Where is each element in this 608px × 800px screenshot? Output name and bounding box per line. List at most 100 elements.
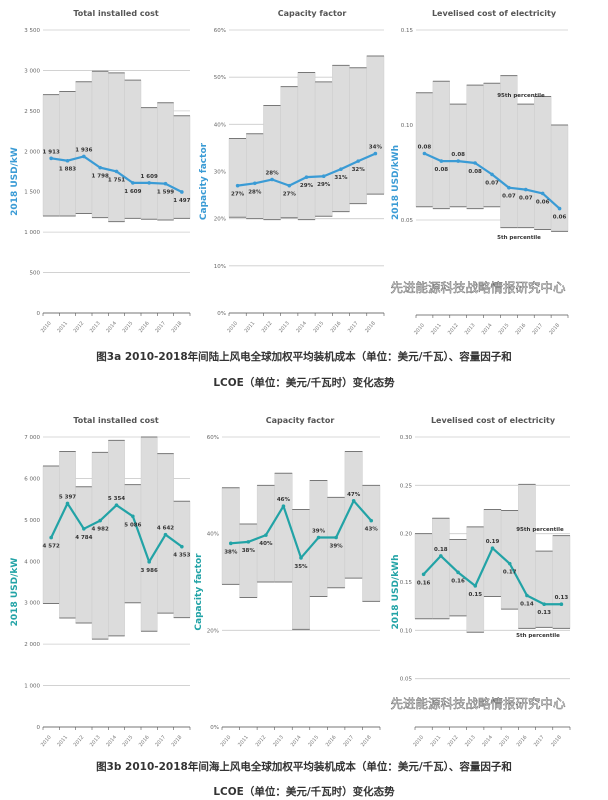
y-tick-label: 20%: [214, 217, 226, 223]
y-tick-label: 0.10: [401, 123, 414, 129]
y-tick-label: 2 000: [24, 642, 40, 648]
x-tick-label: 2013: [464, 322, 477, 336]
data-label: 0.07: [502, 194, 516, 200]
percentile-band: [534, 96, 552, 230]
x-tick-label: 2018: [548, 322, 561, 336]
chart-6: Levelised cost of electricity 0.05 0.10 0.1…: [391, 416, 571, 748]
x-tick-label: 2010: [412, 734, 425, 748]
data-point: [439, 554, 443, 558]
x-tick-label: 2010: [226, 320, 239, 334]
chart-title: Capacity factor: [278, 9, 347, 18]
percentile-band: [42, 465, 60, 604]
y-tick-label: 2 500: [24, 109, 40, 115]
y-tick-label: 60%: [214, 28, 226, 34]
percentile-band: [552, 535, 571, 629]
x-tick-label: 2014: [105, 734, 118, 748]
data-label: 35%: [294, 564, 308, 570]
data-point: [542, 602, 546, 607]
watermark-text: 先进能源科技战略情报研究中心: [390, 696, 566, 711]
data-label: 5 086: [124, 522, 141, 528]
percentile-band: [349, 67, 367, 204]
x-tick-label: 2011: [56, 734, 69, 748]
data-point: [439, 159, 444, 163]
percentile-band: [124, 79, 142, 219]
caption-3b-line1: 图3b 2010-2018年间海上风电全球加权平均装机成本（单位：美元/千瓦）、…: [96, 760, 512, 773]
data-label: 43%: [365, 527, 379, 533]
chart-title: Total installed cost: [73, 416, 158, 425]
data-point: [356, 159, 360, 163]
percentile-band: [140, 436, 158, 632]
data-label: 4 642: [157, 526, 174, 532]
x-tick-label: 2014: [295, 320, 308, 334]
percentile-band: [366, 55, 385, 195]
data-label: 28%: [265, 171, 279, 177]
data-label: 38%: [224, 549, 238, 555]
x-tick-label: 2016: [515, 322, 528, 336]
data-point: [270, 177, 274, 182]
chart-title: Levelised cost of electricity: [431, 416, 556, 425]
x-tick-label: 2016: [330, 320, 343, 334]
data-label: 0.16: [451, 578, 465, 584]
data-point: [507, 561, 512, 566]
percentile-band: [140, 107, 158, 220]
y-tick-label: 0%: [210, 725, 219, 731]
data-point: [235, 183, 240, 188]
x-tick-label: 2013: [89, 734, 102, 748]
y-tick-label: 3 000: [24, 68, 40, 74]
percentile-band: [157, 102, 174, 221]
data-label: 4 353: [173, 553, 190, 559]
percentile-band: [124, 484, 142, 603]
data-point: [98, 518, 102, 523]
data-label: 0.16: [417, 580, 431, 586]
data-label: 46%: [277, 497, 291, 503]
y-tick-label: 0.05: [400, 677, 413, 683]
data-label: 0.08: [468, 169, 482, 175]
data-label: 0.13: [537, 610, 551, 616]
caption-3b-line2: LCOE（单位：美元/千瓦时）变化态势: [213, 785, 395, 798]
y-tick-label: 0: [37, 311, 41, 317]
chart-5: Capacity factor 0% 20% 40% 60% 2010 2011 2012 20…: [194, 416, 381, 748]
x-tick-label: 2010: [413, 322, 426, 336]
y-axis-label: 2018 USD/kW: [10, 147, 20, 216]
percentile-band: [221, 487, 240, 585]
data-label: 0.15: [468, 592, 482, 598]
y-tick-label: 500: [30, 271, 41, 277]
x-tick-label: 2018: [550, 734, 563, 748]
x-tick-label: 2014: [105, 320, 118, 334]
data-point: [456, 159, 461, 163]
y-tick-label: 0.15: [400, 580, 413, 586]
data-label: 27%: [283, 192, 297, 198]
data-point: [131, 514, 135, 519]
data-point: [281, 504, 286, 508]
data-point: [49, 535, 53, 540]
watermark-text: 先进能源科技战略情报研究中心: [390, 280, 566, 295]
data-label: 5 397: [59, 494, 76, 500]
data-point: [253, 181, 257, 186]
data-label: 4 572: [43, 544, 60, 550]
data-point: [523, 187, 528, 192]
x-tick-label: 2017: [533, 734, 546, 748]
percentile-band: [75, 486, 93, 624]
x-tick-label: 2017: [347, 320, 360, 334]
data-point: [525, 593, 529, 598]
data-point: [82, 154, 86, 159]
y-tick-label: 40%: [207, 532, 219, 538]
x-tick-label: 2015: [122, 320, 135, 334]
y-axis-label: Capacity factor: [199, 142, 209, 220]
x-tick-label: 2010: [40, 734, 53, 748]
percentile-band: [466, 84, 484, 209]
data-point: [49, 156, 53, 161]
percentile-band: [297, 72, 316, 220]
data-label: 3 986: [141, 568, 158, 574]
data-label: 1 751: [108, 177, 125, 183]
data-point: [373, 151, 378, 156]
data-point: [369, 518, 374, 523]
x-tick-label: 2017: [154, 320, 167, 334]
data-point: [304, 175, 309, 179]
y-tick-label: 0: [37, 725, 41, 731]
data-point: [65, 158, 70, 163]
data-label: 0.18: [434, 547, 448, 553]
data-label: 32%: [352, 167, 366, 173]
x-tick-label: 2018: [171, 320, 184, 334]
